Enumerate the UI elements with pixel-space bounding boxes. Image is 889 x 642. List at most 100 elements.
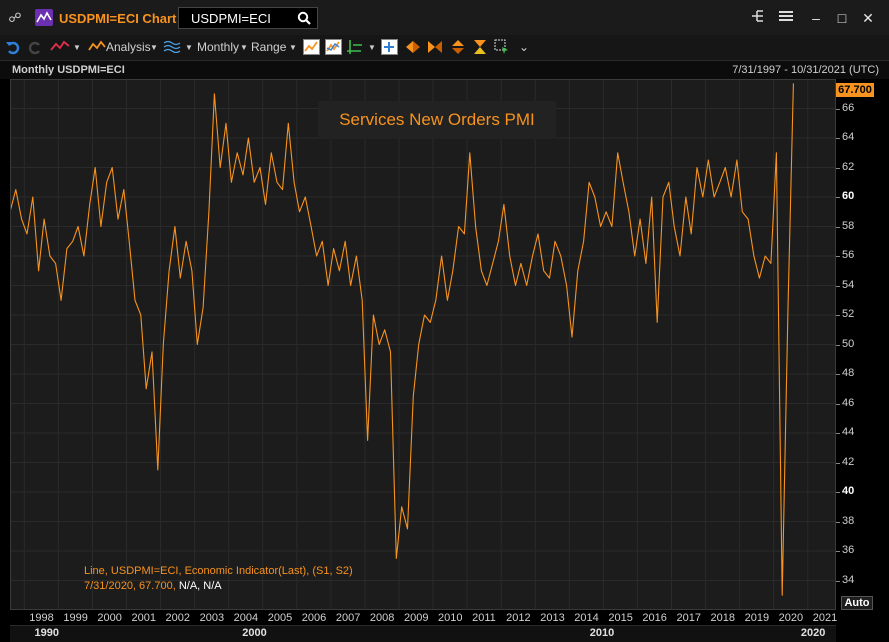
undo-icon[interactable] xyxy=(5,39,21,56)
search-icon[interactable] xyxy=(297,11,311,25)
x-tick-label: 2015 xyxy=(608,612,633,624)
tree-view-icon[interactable] xyxy=(748,8,768,28)
y-tick-label: 40 xyxy=(842,485,855,497)
legend-values: 7/31/2020, 67.700, N/A, N/A xyxy=(84,580,222,592)
search-input[interactable]: USDPMI=ECI xyxy=(178,7,318,29)
interval-menu[interactable]: Monthly xyxy=(197,40,240,54)
scroll-left-icon[interactable] xyxy=(405,39,421,56)
y-tick-label: 58 xyxy=(842,219,855,232)
chart-series-label: Monthly USDPMI=ECI xyxy=(12,64,125,76)
interval-dropdown-icon[interactable]: ▼ xyxy=(240,43,248,52)
x-tick-label: 2020 xyxy=(778,612,804,624)
range-dropdown-icon[interactable]: ▼ xyxy=(289,43,297,52)
y-tick-label: 62 xyxy=(842,160,855,173)
x-tick-label: 2007 xyxy=(335,612,361,624)
range-menu[interactable]: Range xyxy=(251,40,287,54)
last-value-badge: 67.700 xyxy=(836,83,874,97)
analysis-dropdown-icon[interactable]: ▼ xyxy=(150,43,158,52)
wave-dropdown-icon[interactable]: ▼ xyxy=(185,43,193,52)
y-tick-mark xyxy=(836,521,840,523)
chart-date-range: 7/31/1997 - 10/31/2021 (UTC) xyxy=(732,64,879,76)
x-tick-label: 2002 xyxy=(165,612,191,624)
y-tick-label: 44 xyxy=(842,426,855,438)
x-tick-label: 2005 xyxy=(267,612,293,624)
maximize-icon[interactable]: □ xyxy=(837,10,847,26)
y-tick-label: 36 xyxy=(842,544,855,556)
select-tool-icon[interactable] xyxy=(494,39,510,56)
zoom-vertical-icon[interactable] xyxy=(450,39,466,56)
auto-scale-button[interactable]: Auto xyxy=(841,596,873,610)
y-tick-label: 66 xyxy=(842,101,855,114)
chart-header: Monthly USDPMI=ECI 7/31/1997 - 10/31/202… xyxy=(0,61,889,79)
x-axis xyxy=(10,610,836,624)
y-tick-mark xyxy=(836,403,840,405)
compare-chart-icon[interactable] xyxy=(325,39,342,56)
x-tick-label: 2021 xyxy=(812,612,838,624)
y-tick-mark xyxy=(836,315,840,316)
y-tick-label: 52 xyxy=(842,308,855,320)
x-tick-label: 1998 xyxy=(29,612,54,624)
y-tick-mark xyxy=(836,167,840,169)
y-tick-label: 64 xyxy=(842,131,855,143)
fit-vertical-icon[interactable] xyxy=(472,39,488,56)
x-tick-label: 2016 xyxy=(642,612,667,624)
x-decade-label: 2000 xyxy=(242,627,267,639)
x-tick-label: 2014 xyxy=(574,612,599,624)
close-icon[interactable]: ✕ xyxy=(862,10,874,26)
search-input-value: USDPMI=ECI xyxy=(191,11,271,26)
y-tick-label: 34 xyxy=(842,573,855,586)
y-tick-mark xyxy=(836,551,840,552)
x-decade-label: 2020 xyxy=(800,627,826,639)
line-style-icon[interactable] xyxy=(50,39,70,56)
zoom-box-icon[interactable] xyxy=(381,39,398,56)
crosshair-dropdown-icon[interactable]: ▼ xyxy=(368,43,376,52)
y-tick-label: 46 xyxy=(842,396,855,409)
y-tick-label: 48 xyxy=(842,367,855,379)
y-tick-label: 60 xyxy=(842,190,855,202)
y-tick-mark xyxy=(836,226,840,228)
wave-icon[interactable] xyxy=(163,39,181,56)
x-tick-label: 2017 xyxy=(676,612,701,624)
y-tick-mark xyxy=(836,256,840,257)
x-tick-label: 2011 xyxy=(472,612,496,624)
analysis-icon[interactable] xyxy=(88,39,106,56)
y-tick-mark xyxy=(836,138,840,139)
link-icon[interactable]: ☍ xyxy=(8,10,22,25)
chart-app-icon xyxy=(35,9,53,26)
title-bar: ☍ USDPMI=ECI Chart USDPMI=ECI – □ ✕ xyxy=(0,0,889,36)
x-tick-label: 2009 xyxy=(403,612,429,624)
x-tick-label: 2019 xyxy=(744,612,770,624)
plot-area[interactable] xyxy=(10,79,836,610)
x-tick-label: 2010 xyxy=(438,612,463,624)
y-tick-mark xyxy=(836,433,840,434)
x-tick-label: 2006 xyxy=(301,612,327,624)
x-decade-label: 1990 xyxy=(34,627,59,639)
plot-frame xyxy=(10,79,836,610)
chart-title: Services New Orders PMI xyxy=(318,101,556,139)
redo-icon[interactable] xyxy=(27,39,43,56)
scroll-right-icon[interactable] xyxy=(427,39,443,56)
y-tick-label: 38 xyxy=(842,514,855,527)
menu-icon[interactable] xyxy=(776,8,796,28)
legend-na: N/A, N/A xyxy=(178,580,222,592)
y-tick-mark xyxy=(836,344,840,346)
line-style-dropdown-icon[interactable]: ▼ xyxy=(73,43,81,52)
app-title: USDPMI=ECI Chart xyxy=(59,11,177,26)
x-tick-label: 2008 xyxy=(369,612,395,624)
x-tick-label: 2000 xyxy=(97,612,122,624)
x-tick-label: 2004 xyxy=(233,612,259,624)
minimize-icon[interactable]: – xyxy=(812,10,820,26)
y-tick-mark xyxy=(836,374,840,375)
y-tick-label: 42 xyxy=(842,455,855,468)
x-axis-decades xyxy=(10,625,836,642)
analysis-menu[interactable]: Analysis xyxy=(106,40,151,54)
y-tick-mark xyxy=(836,197,840,198)
y-tick-mark xyxy=(836,580,840,582)
chart-type-icon[interactable] xyxy=(303,39,320,56)
crosshair-icon[interactable] xyxy=(347,39,363,56)
y-tick-label: 56 xyxy=(842,249,855,261)
more-tools-icon[interactable]: ⌄ xyxy=(519,40,530,54)
x-tick-label: 2018 xyxy=(710,612,736,624)
y-axis xyxy=(836,79,878,610)
x-tick-label: 2001 xyxy=(131,612,156,624)
